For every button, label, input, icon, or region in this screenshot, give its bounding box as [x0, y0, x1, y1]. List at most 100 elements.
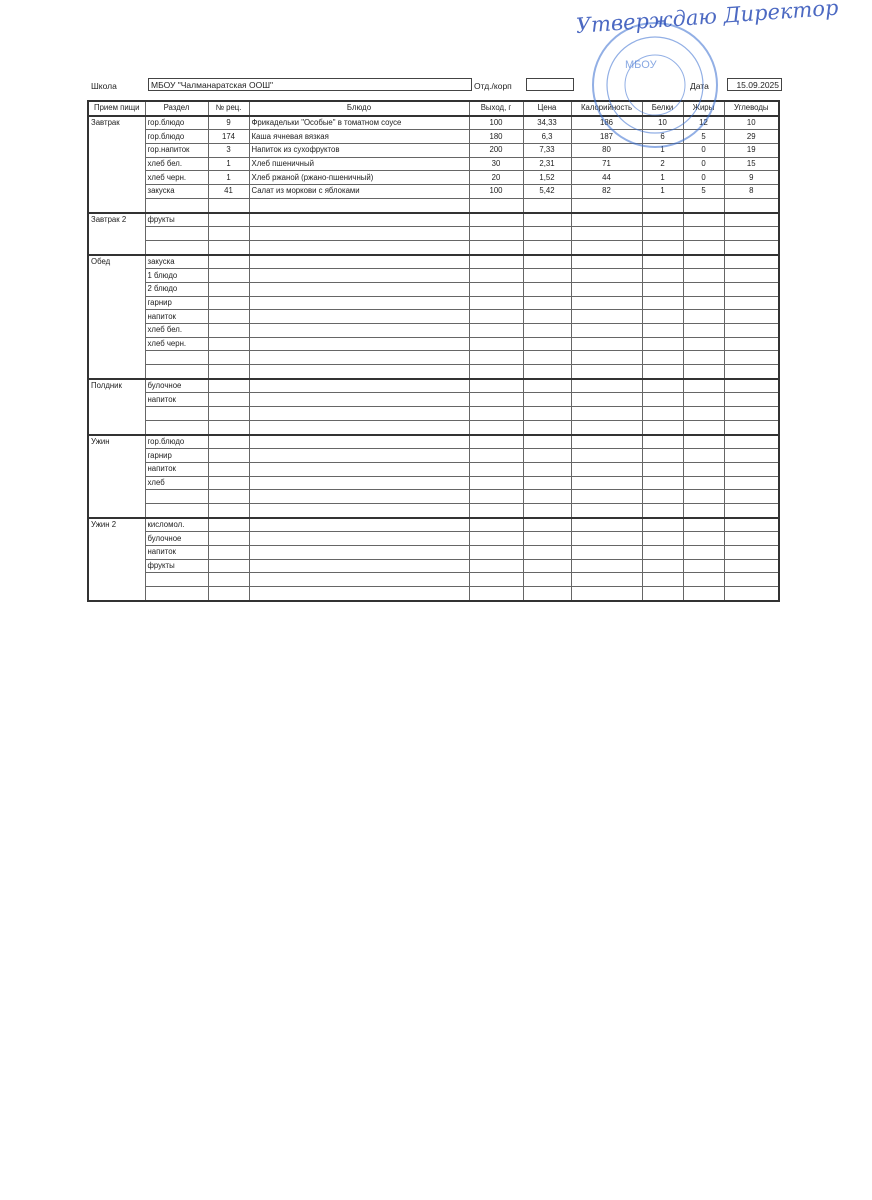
table-cell	[468, 226, 524, 241]
table-cell	[723, 268, 780, 283]
table-cell	[641, 377, 684, 394]
table-cell: 100	[468, 114, 524, 131]
table-cell	[641, 295, 684, 311]
table-cell: булочное	[144, 377, 209, 394]
table-cell	[207, 226, 250, 241]
table-cell	[682, 281, 725, 297]
table-cell	[570, 239, 643, 256]
table-cell: напиток	[144, 545, 209, 560]
table-cell	[248, 392, 470, 408]
table-cell	[723, 226, 780, 241]
table-row: булочное	[88, 531, 780, 546]
table-row: хлеб бел.	[88, 323, 780, 338]
table-cell	[468, 295, 524, 311]
table-cell: Напиток из сухофруктов	[248, 143, 470, 158]
table-cell	[641, 558, 684, 574]
table-cell	[723, 545, 780, 560]
table-row	[88, 572, 780, 588]
table-cell: 1	[207, 156, 250, 172]
table-cell	[723, 281, 780, 297]
table-cell	[522, 281, 572, 297]
table-cell	[723, 323, 780, 338]
table-cell	[207, 531, 250, 546]
table-cell: 0	[682, 170, 725, 186]
table-cell	[570, 377, 643, 394]
table-cell	[682, 433, 725, 450]
table-cell	[468, 211, 524, 228]
table-cell: 6,3	[522, 129, 572, 145]
table-row: хлеб черн. 1 Хлеб ржаной (ржано-пшеничный)…	[88, 170, 780, 186]
table-cell	[570, 197, 643, 214]
table-cell	[144, 350, 209, 366]
table-cell: гор.блюдо	[144, 129, 209, 145]
table-cell	[570, 226, 643, 241]
table-cell	[468, 461, 524, 477]
table-cell	[468, 572, 524, 588]
table-cell	[570, 406, 643, 421]
table-cell	[570, 461, 643, 477]
table-cell	[522, 268, 572, 283]
table-row: закуска 41 Салат из моркови с яблоками 100 5…	[88, 184, 780, 199]
table-cell	[522, 586, 572, 602]
table-cell	[570, 558, 643, 574]
table-cell	[682, 350, 725, 366]
table-cell	[468, 268, 524, 283]
table-cell	[248, 531, 470, 546]
table-cell	[248, 253, 470, 270]
table-cell	[570, 572, 643, 588]
table-cell: 41	[207, 184, 250, 199]
table-cell	[641, 211, 684, 228]
table-cell	[207, 211, 250, 228]
table-cell	[723, 309, 780, 324]
table-cell: гарнир	[144, 295, 209, 311]
table-cell	[723, 239, 780, 256]
table-cell	[468, 281, 524, 297]
table-cell	[641, 268, 684, 283]
table-cell	[682, 448, 725, 463]
table-cell	[682, 531, 725, 546]
meal-name: Обед	[87, 253, 146, 380]
table-cell	[144, 572, 209, 588]
table-cell	[522, 239, 572, 256]
table-cell	[468, 239, 524, 256]
table-cell	[641, 253, 684, 270]
table-cell	[723, 350, 780, 366]
table-cell	[248, 350, 470, 366]
table-cell	[468, 531, 524, 546]
table-cell	[641, 502, 684, 519]
table-cell	[641, 531, 684, 546]
column-header: Цена	[522, 100, 572, 117]
table-cell: 34,33	[522, 114, 572, 131]
table-cell	[468, 448, 524, 463]
table-cell	[468, 253, 524, 270]
table-cell	[682, 226, 725, 241]
table-cell	[248, 211, 470, 228]
table-cell	[522, 211, 572, 228]
table-row: Обед закуска	[87, 253, 780, 380]
table-row: Завтрак 2 фрукты	[87, 211, 780, 256]
table-cell: гор.блюдо	[144, 114, 209, 131]
table-cell	[570, 475, 643, 491]
table-cell	[723, 211, 780, 228]
table-cell	[468, 377, 524, 394]
table-cell	[468, 364, 524, 380]
table-cell	[207, 336, 250, 352]
column-header: Калорийность	[570, 100, 643, 117]
column-header: Белки	[641, 100, 684, 117]
table-cell	[207, 586, 250, 602]
table-cell	[723, 253, 780, 270]
table-cell	[522, 336, 572, 352]
table-cell	[723, 502, 780, 519]
table-cell	[522, 545, 572, 560]
table-cell: 0	[682, 156, 725, 172]
table-cell: 180	[468, 129, 524, 145]
table-cell	[248, 586, 470, 602]
table-cell	[570, 323, 643, 338]
table-cell	[522, 516, 572, 533]
table-cell	[723, 448, 780, 463]
table-cell	[248, 226, 470, 241]
table-cell: 0	[682, 143, 725, 158]
table-cell	[682, 392, 725, 408]
table-cell	[570, 448, 643, 463]
table-cell: 71	[570, 156, 643, 172]
